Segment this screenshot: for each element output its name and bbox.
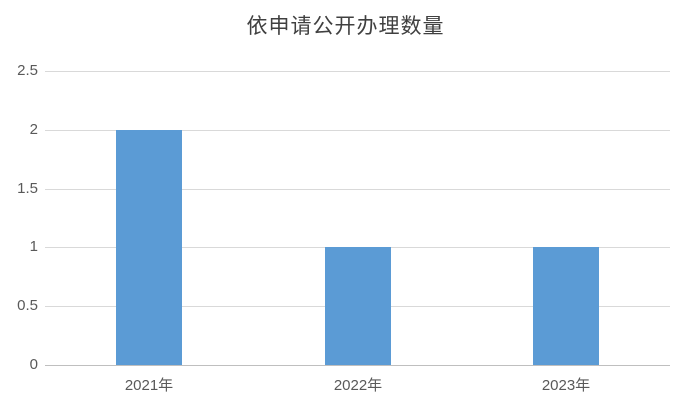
plot-area [45,71,670,366]
gridline [45,71,670,72]
x-axis-line [45,365,670,366]
x-tick-label: 2023年 [541,377,591,394]
bar [116,130,182,365]
y-tick-label: 0 [29,356,38,373]
bar [533,247,599,365]
gridline [45,189,670,190]
y-tick-label: 1 [29,238,38,255]
x-tick-label: 2021年 [124,377,174,394]
x-tick-label: 2022年 [333,377,383,394]
y-tick-label: 2.5 [17,62,38,79]
chart-title: 依申请公开办理数量 [246,14,445,38]
y-tick-label: 1.5 [17,180,38,197]
gridline [45,130,670,131]
y-tick-label: 2 [29,121,38,138]
y-tick-label: 0.5 [17,297,38,314]
bar [325,247,391,365]
